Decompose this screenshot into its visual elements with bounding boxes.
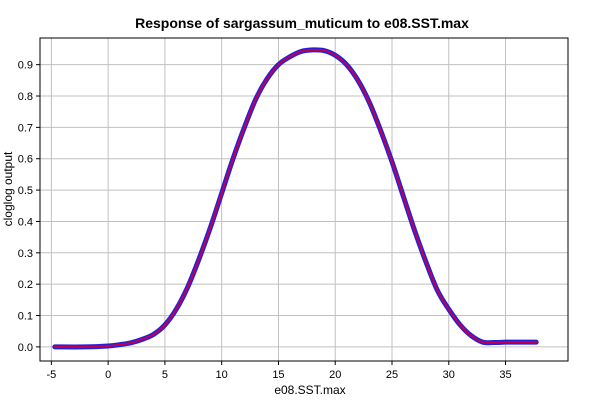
y-tick-label: 0.4 bbox=[18, 216, 33, 228]
y-tick-label: 0.5 bbox=[18, 185, 33, 197]
x-tick-label: 25 bbox=[386, 369, 398, 381]
y-tick-label: 0.2 bbox=[18, 279, 33, 291]
y-tick-label: 0.7 bbox=[18, 122, 33, 134]
x-tick-label: 5 bbox=[162, 369, 168, 381]
y-axis-label: cloglog output bbox=[1, 151, 15, 226]
y-axis: 0.0 0.1 0.2 0.3 0.4 0.5 0.6 0.7 0.8 0.9 bbox=[18, 60, 40, 354]
y-tick-label: 0.0 bbox=[18, 342, 33, 354]
y-tick-label: 0.3 bbox=[18, 248, 33, 260]
x-tick-label: -5 bbox=[46, 369, 56, 381]
x-tick-label: 30 bbox=[443, 369, 455, 381]
plot-area bbox=[52, 47, 539, 350]
y-tick-label: 0.6 bbox=[18, 154, 33, 166]
x-tick-label: 10 bbox=[216, 369, 228, 381]
x-tick-label: 20 bbox=[329, 369, 341, 381]
y-tick-label: 0.9 bbox=[18, 60, 33, 72]
x-tick-label: 35 bbox=[499, 369, 511, 381]
plot-frame bbox=[39, 37, 569, 362]
response-line bbox=[53, 48, 538, 348]
x-tick-label: 15 bbox=[272, 369, 284, 381]
x-axis: -5 0 5 10 15 20 25 30 35 bbox=[46, 361, 512, 381]
grid bbox=[40, 38, 568, 361]
x-axis-label: e08.SST.max bbox=[274, 383, 345, 397]
chart-title: Response of sargassum_muticum to e08.SST… bbox=[135, 15, 469, 31]
y-tick-label: 0.1 bbox=[18, 311, 33, 323]
y-tick-label: 0.8 bbox=[18, 91, 33, 103]
x-tick-label: 0 bbox=[105, 369, 111, 381]
